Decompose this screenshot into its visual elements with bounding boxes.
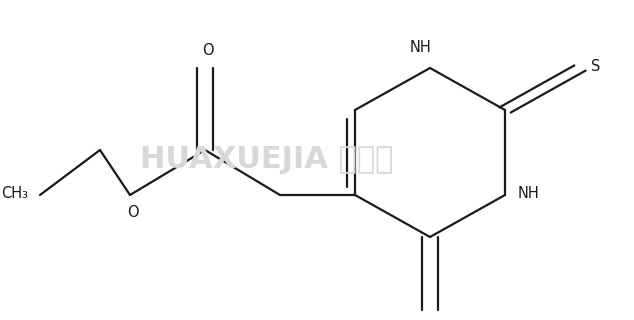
Text: HUAXUEJIA 化学加: HUAXUEJIA 化学加 <box>139 146 393 174</box>
Text: CH₃: CH₃ <box>2 186 29 201</box>
Text: S: S <box>592 59 601 74</box>
Text: NH: NH <box>410 40 431 55</box>
Text: NH: NH <box>518 186 540 201</box>
Text: O: O <box>202 44 214 58</box>
Text: O: O <box>127 204 139 220</box>
